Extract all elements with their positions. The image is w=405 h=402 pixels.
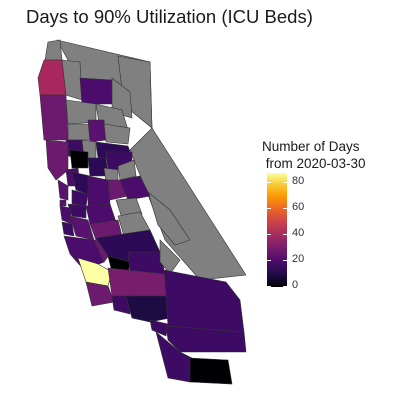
legend-tickmark: [267, 286, 271, 287]
legend-title-line1: Number of Days: [262, 139, 360, 154]
county-mono: [147, 191, 191, 246]
county-santa-cruz: [61, 221, 75, 237]
county-mendocino: [39, 94, 69, 141]
legend-tickmark: [267, 234, 271, 235]
county-san-joaquin: [87, 175, 111, 207]
county-los-angeles: [125, 295, 171, 323]
legend-tickmark: [267, 260, 271, 261]
county-ventura: [111, 295, 131, 315]
county-modoc: [117, 55, 153, 129]
legend-tick-label: 20: [292, 253, 305, 265]
county-san-bernardino: [163, 269, 245, 333]
county-marin: [57, 179, 69, 201]
legend-tickmark: [283, 286, 287, 287]
map-title: Days to 90% Utilization (ICU Beds): [26, 6, 313, 27]
county-san-mateo: [59, 205, 73, 225]
county-orange: [149, 319, 169, 337]
county-del-norte: [44, 39, 63, 61]
legend-tickmark: [267, 182, 271, 183]
county-glenn: [67, 123, 91, 141]
county-san-francisco: [59, 199, 67, 207]
county-imperial: [189, 357, 233, 385]
county-tuolumne: [119, 175, 151, 201]
legend-title-line2: from 2020-03-30: [262, 156, 366, 171]
county-shasta: [79, 77, 113, 105]
county-santa-barbara: [85, 281, 115, 307]
county-sierra: [103, 123, 131, 145]
county-sonoma: [45, 139, 69, 181]
county-lassen: [111, 77, 133, 119]
legend-tick-label: 60: [292, 201, 305, 213]
legend-color-bar: [267, 173, 287, 287]
legend-tickmark: [283, 182, 287, 183]
county-butte: [87, 119, 107, 143]
legend-tickmark: [283, 260, 287, 261]
legend-tick-label: 0: [292, 279, 299, 291]
legend-tick-label: 40: [292, 227, 305, 239]
legend-tickmark: [283, 208, 287, 209]
legend-tickmark: [283, 234, 287, 235]
legend-tickmark: [267, 208, 271, 209]
legend-tick-label: 80: [292, 175, 305, 187]
county-riverside: [165, 325, 247, 353]
county-yolo: [69, 149, 89, 169]
county-alpine: [117, 159, 137, 181]
county-humboldt: [37, 59, 67, 96]
